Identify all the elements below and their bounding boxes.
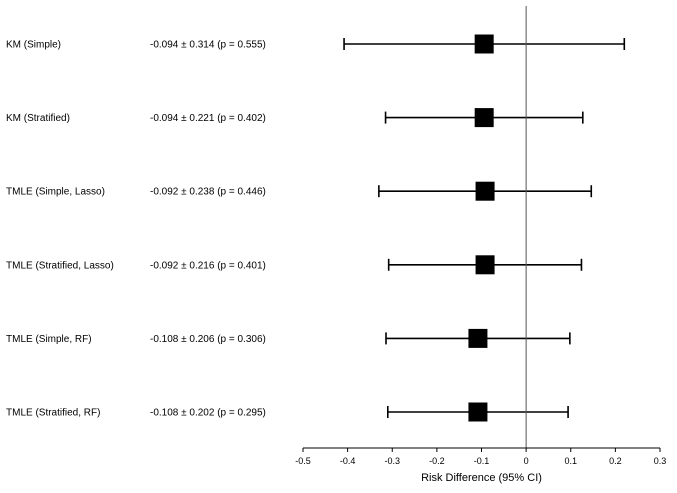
row-label: TMLE (Simple, Lasso) [6, 187, 105, 198]
x-tick-label: -0.4 [340, 456, 356, 466]
x-tick-label: 0.2 [609, 456, 622, 466]
x-tick-label: -0.5 [295, 456, 311, 466]
x-axis-title: Risk Difference (95% CI) [421, 472, 542, 484]
row-label: KM (Stratified) [6, 113, 70, 124]
row-estimate-text: -0.108 ± 0.202 (p = 0.295) [150, 408, 266, 419]
forest-row: TMLE (Stratified, RF) -0.108 ± 0.202 (p =… [6, 402, 569, 422]
x-tick-label: 0 [524, 456, 529, 466]
row-estimate-text: -0.094 ± 0.314 (p = 0.555) [150, 40, 266, 51]
forest-row: KM (Stratified) -0.094 ± 0.221 (p = 0.402… [6, 108, 584, 128]
row-label: KM (Simple) [6, 40, 61, 51]
row-estimate-text: -0.092 ± 0.216 (p = 0.401) [150, 260, 266, 271]
x-tick-label: -0.2 [429, 456, 445, 466]
x-axis: -0.5 -0.4 -0.3 -0.2 -0.1 0 0.1 0.2 0.3 [295, 447, 667, 466]
forest-row: KM (Simple) -0.094 ± 0.314 (p = 0.555) [6, 34, 626, 54]
point-estimate-square [475, 255, 495, 275]
row-label: TMLE (Stratified, RF) [6, 408, 100, 419]
x-tick-label: -0.1 [474, 456, 490, 466]
row-label: TMLE (Simple, RF) [6, 334, 92, 345]
forest-row: TMLE (Simple, Lasso) -0.092 ± 0.238 (p = … [6, 181, 593, 201]
x-tick-label: -0.3 [384, 456, 400, 466]
point-estimate-square [468, 402, 488, 422]
x-tick-label: 0.1 [564, 456, 577, 466]
forest-row: TMLE (Stratified, Lasso) -0.092 ± 0.216 (… [6, 255, 583, 275]
point-estimate-square [474, 34, 494, 54]
point-estimate-square [468, 328, 488, 348]
point-estimate-square [474, 108, 494, 128]
row-estimate-text: -0.108 ± 0.206 (p = 0.306) [150, 334, 266, 345]
row-estimate-text: -0.094 ± 0.221 (p = 0.402) [150, 113, 266, 124]
point-estimate-square [475, 181, 495, 201]
rows-layer: KM (Simple) -0.094 ± 0.314 (p = 0.555)KM … [6, 34, 626, 422]
x-tick-label: 0.3 [654, 456, 667, 466]
forest-row: TMLE (Simple, RF) -0.108 ± 0.206 (p = 0.3… [6, 328, 571, 348]
row-estimate-text: -0.092 ± 0.238 (p = 0.446) [150, 187, 266, 198]
row-label: TMLE (Stratified, Lasso) [6, 260, 114, 271]
